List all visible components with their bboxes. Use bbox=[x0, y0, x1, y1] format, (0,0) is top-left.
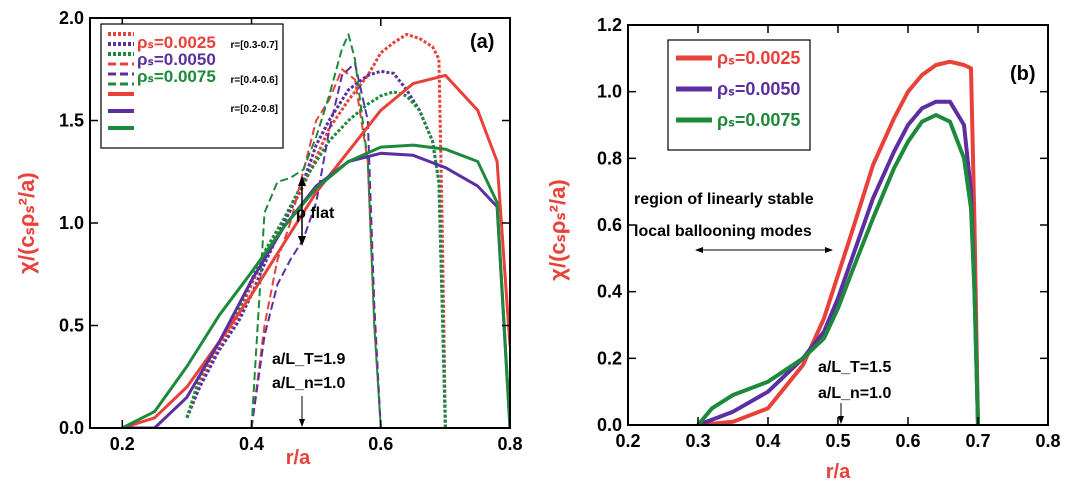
panel-a-ytick-label: 1.0 bbox=[59, 213, 84, 233]
legend-entry-label: ρₛ=0.0050 bbox=[717, 79, 800, 99]
a-ln-annotation: a/L_n=1.0 bbox=[272, 375, 345, 392]
panel-a-xtick-label: 0.4 bbox=[239, 434, 264, 454]
panel-a-x-label: r/a bbox=[286, 447, 311, 469]
panel-b-ticks: 0.2 0.3 0.4 0.5 0.6 0.7 0.80.00.20.40.60.81.01… bbox=[597, 15, 1061, 451]
panel-b-ytick-label: 0.2 bbox=[597, 348, 622, 368]
panel-a-label: (a) bbox=[470, 31, 494, 53]
panel-b-ytick-label: 0.0 bbox=[597, 415, 622, 435]
panel-b-series-0-red-solid bbox=[697, 59, 980, 425]
b-lt-annotation: a/L_T=1.5 bbox=[818, 359, 891, 376]
legend-entry-label: ρₛ=0.0025 bbox=[137, 33, 216, 52]
region-annotation-line2: local ballooning modes bbox=[634, 223, 812, 240]
panel-b: 0.2 0.3 0.4 0.5 0.6 0.7 0.80.00.20.40.60.81.01… bbox=[545, 15, 1061, 483]
legend-range-label: r=[0.2-0.8] bbox=[230, 104, 278, 115]
legend-range-label: r=[0.3-0.7] bbox=[230, 40, 278, 51]
panel-a-ytick-label: 1.5 bbox=[59, 111, 84, 131]
panel-b-label: (b) bbox=[1010, 63, 1036, 85]
panel-a-series-2-green-dotted bbox=[185, 90, 447, 428]
panel-b-ytick-label: 0.4 bbox=[597, 282, 622, 302]
panel-a-xtick-label: 0.2 bbox=[110, 434, 135, 454]
flat-annotation: ρ flat bbox=[296, 205, 335, 222]
b-param-arrowhead bbox=[838, 416, 844, 424]
panel-b-y-label: χ/(cₛρₛ²/a) bbox=[545, 179, 570, 280]
panel-b-xtick-label: 0.8 bbox=[1035, 431, 1060, 451]
panel-a-ytick-label: 0.5 bbox=[59, 316, 84, 336]
legend-range-label: r=[0.4-0.6] bbox=[230, 75, 278, 86]
panel-b-ytick-label: 0.8 bbox=[597, 148, 622, 168]
panel-a-ticks: 0.2 0.4 0.6 0.8 0.0 0.5 1.0 1.5 2.0 bbox=[59, 8, 523, 454]
panel-b-curves bbox=[696, 59, 980, 425]
panel-a: 0.2 0.4 0.6 0.80.00.51.01.52.0 ρₛ=0.0025ρₛ=… bbox=[14, 8, 523, 469]
panel-b-series-1-purple-solid bbox=[697, 99, 980, 425]
legend-entry-label: ρₛ=0.0075 bbox=[137, 67, 216, 86]
panel-b-xtick-label: 0.2 bbox=[615, 431, 640, 451]
region-arrowhead-left bbox=[695, 247, 703, 253]
panel-a-xtick-label: 0.8 bbox=[497, 434, 522, 454]
region-annotation-line1: region of linearly stable bbox=[634, 191, 814, 208]
panel-a-curves bbox=[121, 32, 510, 428]
legend-entry-label: ρₛ=0.0025 bbox=[717, 48, 800, 68]
panel-b-xtick-label: 0.5 bbox=[825, 431, 850, 451]
panel-a-series-6-red-solid bbox=[121, 73, 510, 428]
panel-b-ytick-label: 1.2 bbox=[597, 15, 622, 35]
panel-a-series-8-green-solid bbox=[121, 143, 510, 428]
panel-b-xtick-label: 0.4 bbox=[755, 431, 780, 451]
panel-b-x-label: r/a bbox=[826, 461, 851, 483]
panel-b-xtick-label: 0.7 bbox=[965, 431, 990, 451]
panel-a-ytick-label: 2.0 bbox=[59, 8, 84, 28]
panel-b-legend: ρₛ=0.0025 ρₛ=0.0050 ρₛ=0.0075 bbox=[676, 48, 800, 130]
a-param-arrowhead bbox=[299, 419, 305, 427]
panel-a-ytick-label: 0.0 bbox=[59, 418, 84, 438]
panel-a-y-label: χ/(cₛρₛ²/a) bbox=[14, 172, 39, 273]
legend-entry-label: ρₛ=0.0075 bbox=[717, 110, 800, 130]
panel-b-xtick-label: 0.6 bbox=[895, 431, 920, 451]
panel-b-xtick-label: 0.3 bbox=[685, 431, 710, 451]
panel-a-xtick-label: 0.6 bbox=[368, 434, 393, 454]
panel-b-ytick-label: 0.6 bbox=[597, 215, 622, 235]
flat-arrowhead-down bbox=[298, 236, 306, 246]
b-ln-annotation: a/L_n=1.0 bbox=[818, 385, 891, 402]
region-arrowhead-right bbox=[825, 247, 833, 253]
flat-arrowhead-up bbox=[298, 176, 306, 186]
panel-b-ytick-label: 1.0 bbox=[597, 82, 622, 102]
a-lt-annotation: a/L_T=1.9 bbox=[272, 351, 345, 368]
legend-entry-label: ρₛ=0.0050 bbox=[137, 50, 216, 69]
panel-b-series-2-green-solid bbox=[696, 113, 980, 425]
